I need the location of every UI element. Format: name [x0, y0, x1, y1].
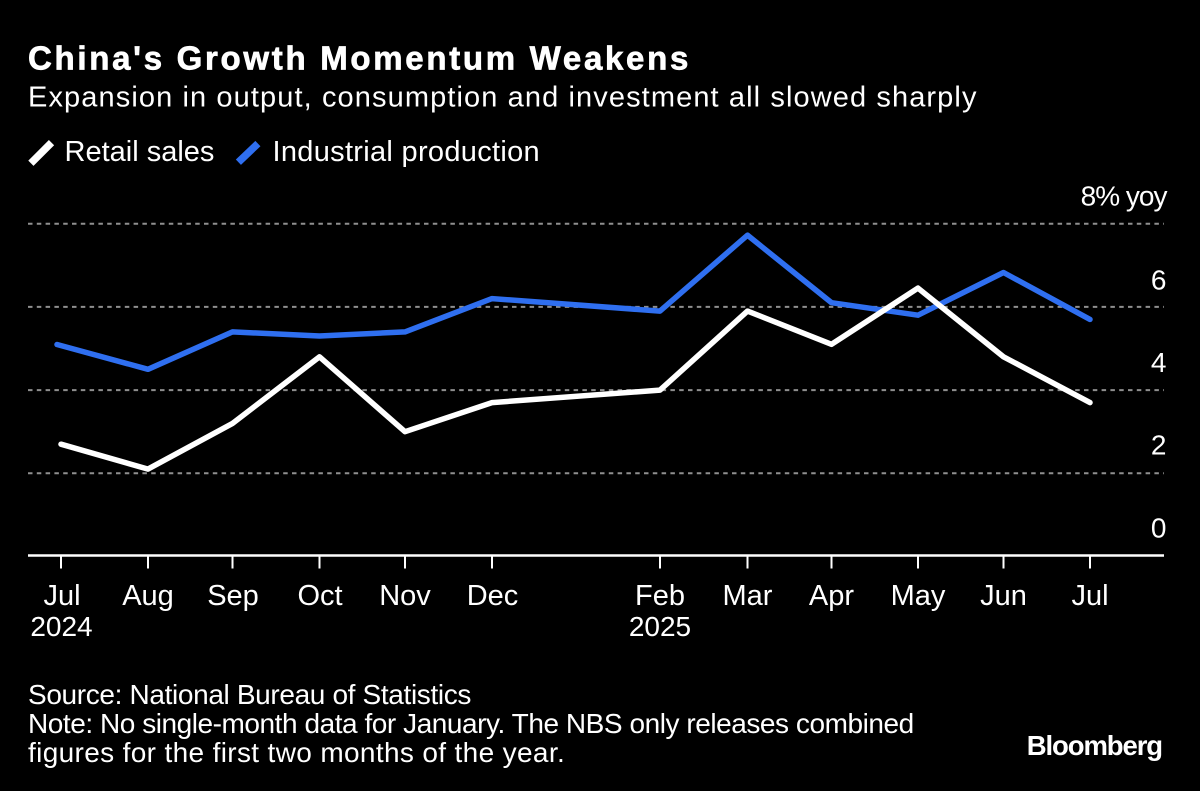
svg-text:Oct: Oct — [297, 580, 342, 612]
svg-text:2024: 2024 — [30, 611, 92, 642]
svg-text:Bloomberg: Bloomberg — [1027, 730, 1162, 761]
svg-text:Industrial production: Industrial production — [273, 136, 540, 168]
svg-text:6: 6 — [1151, 265, 1167, 296]
svg-text:Jul: Jul — [43, 580, 80, 612]
svg-text:Retail sales: Retail sales — [65, 136, 215, 168]
svg-text:Apr: Apr — [809, 580, 854, 612]
svg-text:Dec: Dec — [467, 580, 519, 612]
svg-text:4: 4 — [1151, 347, 1167, 378]
svg-text:0: 0 — [1151, 513, 1167, 544]
svg-text:8% yoy: 8% yoy — [1081, 181, 1168, 212]
svg-text:figures for the first two mont: figures for the first two months of the … — [28, 737, 565, 768]
svg-text:Nov: Nov — [379, 580, 431, 612]
svg-text:Aug: Aug — [122, 580, 174, 612]
svg-text:Mar: Mar — [723, 580, 773, 612]
svg-text:2: 2 — [1151, 430, 1167, 461]
svg-text:Jul: Jul — [1071, 580, 1108, 612]
svg-text:Expansion in output, consumpti: Expansion in output, consumption and inv… — [28, 82, 978, 114]
svg-text:2025: 2025 — [629, 611, 691, 642]
svg-text:Jun: Jun — [980, 580, 1027, 612]
svg-text:China's Growth Momentum Weaken: China's Growth Momentum Weakens — [28, 40, 691, 77]
svg-text:Note: No single-month data for: Note: No single-month data for January. … — [28, 708, 914, 739]
svg-text:Sep: Sep — [207, 580, 259, 612]
svg-text:May: May — [891, 580, 946, 612]
svg-text:Feb: Feb — [635, 580, 685, 612]
svg-text:Source: National Bureau of Sta: Source: National Bureau of Statistics — [28, 679, 471, 710]
